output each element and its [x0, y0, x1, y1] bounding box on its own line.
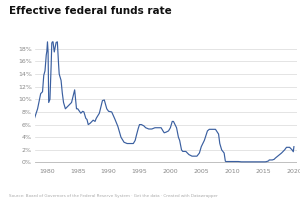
Text: Source: Board of Governors of the Federal Reserve System · Get the data · Create: Source: Board of Governors of the Federa…	[9, 194, 218, 198]
Text: Effective federal funds rate: Effective federal funds rate	[9, 6, 172, 16]
